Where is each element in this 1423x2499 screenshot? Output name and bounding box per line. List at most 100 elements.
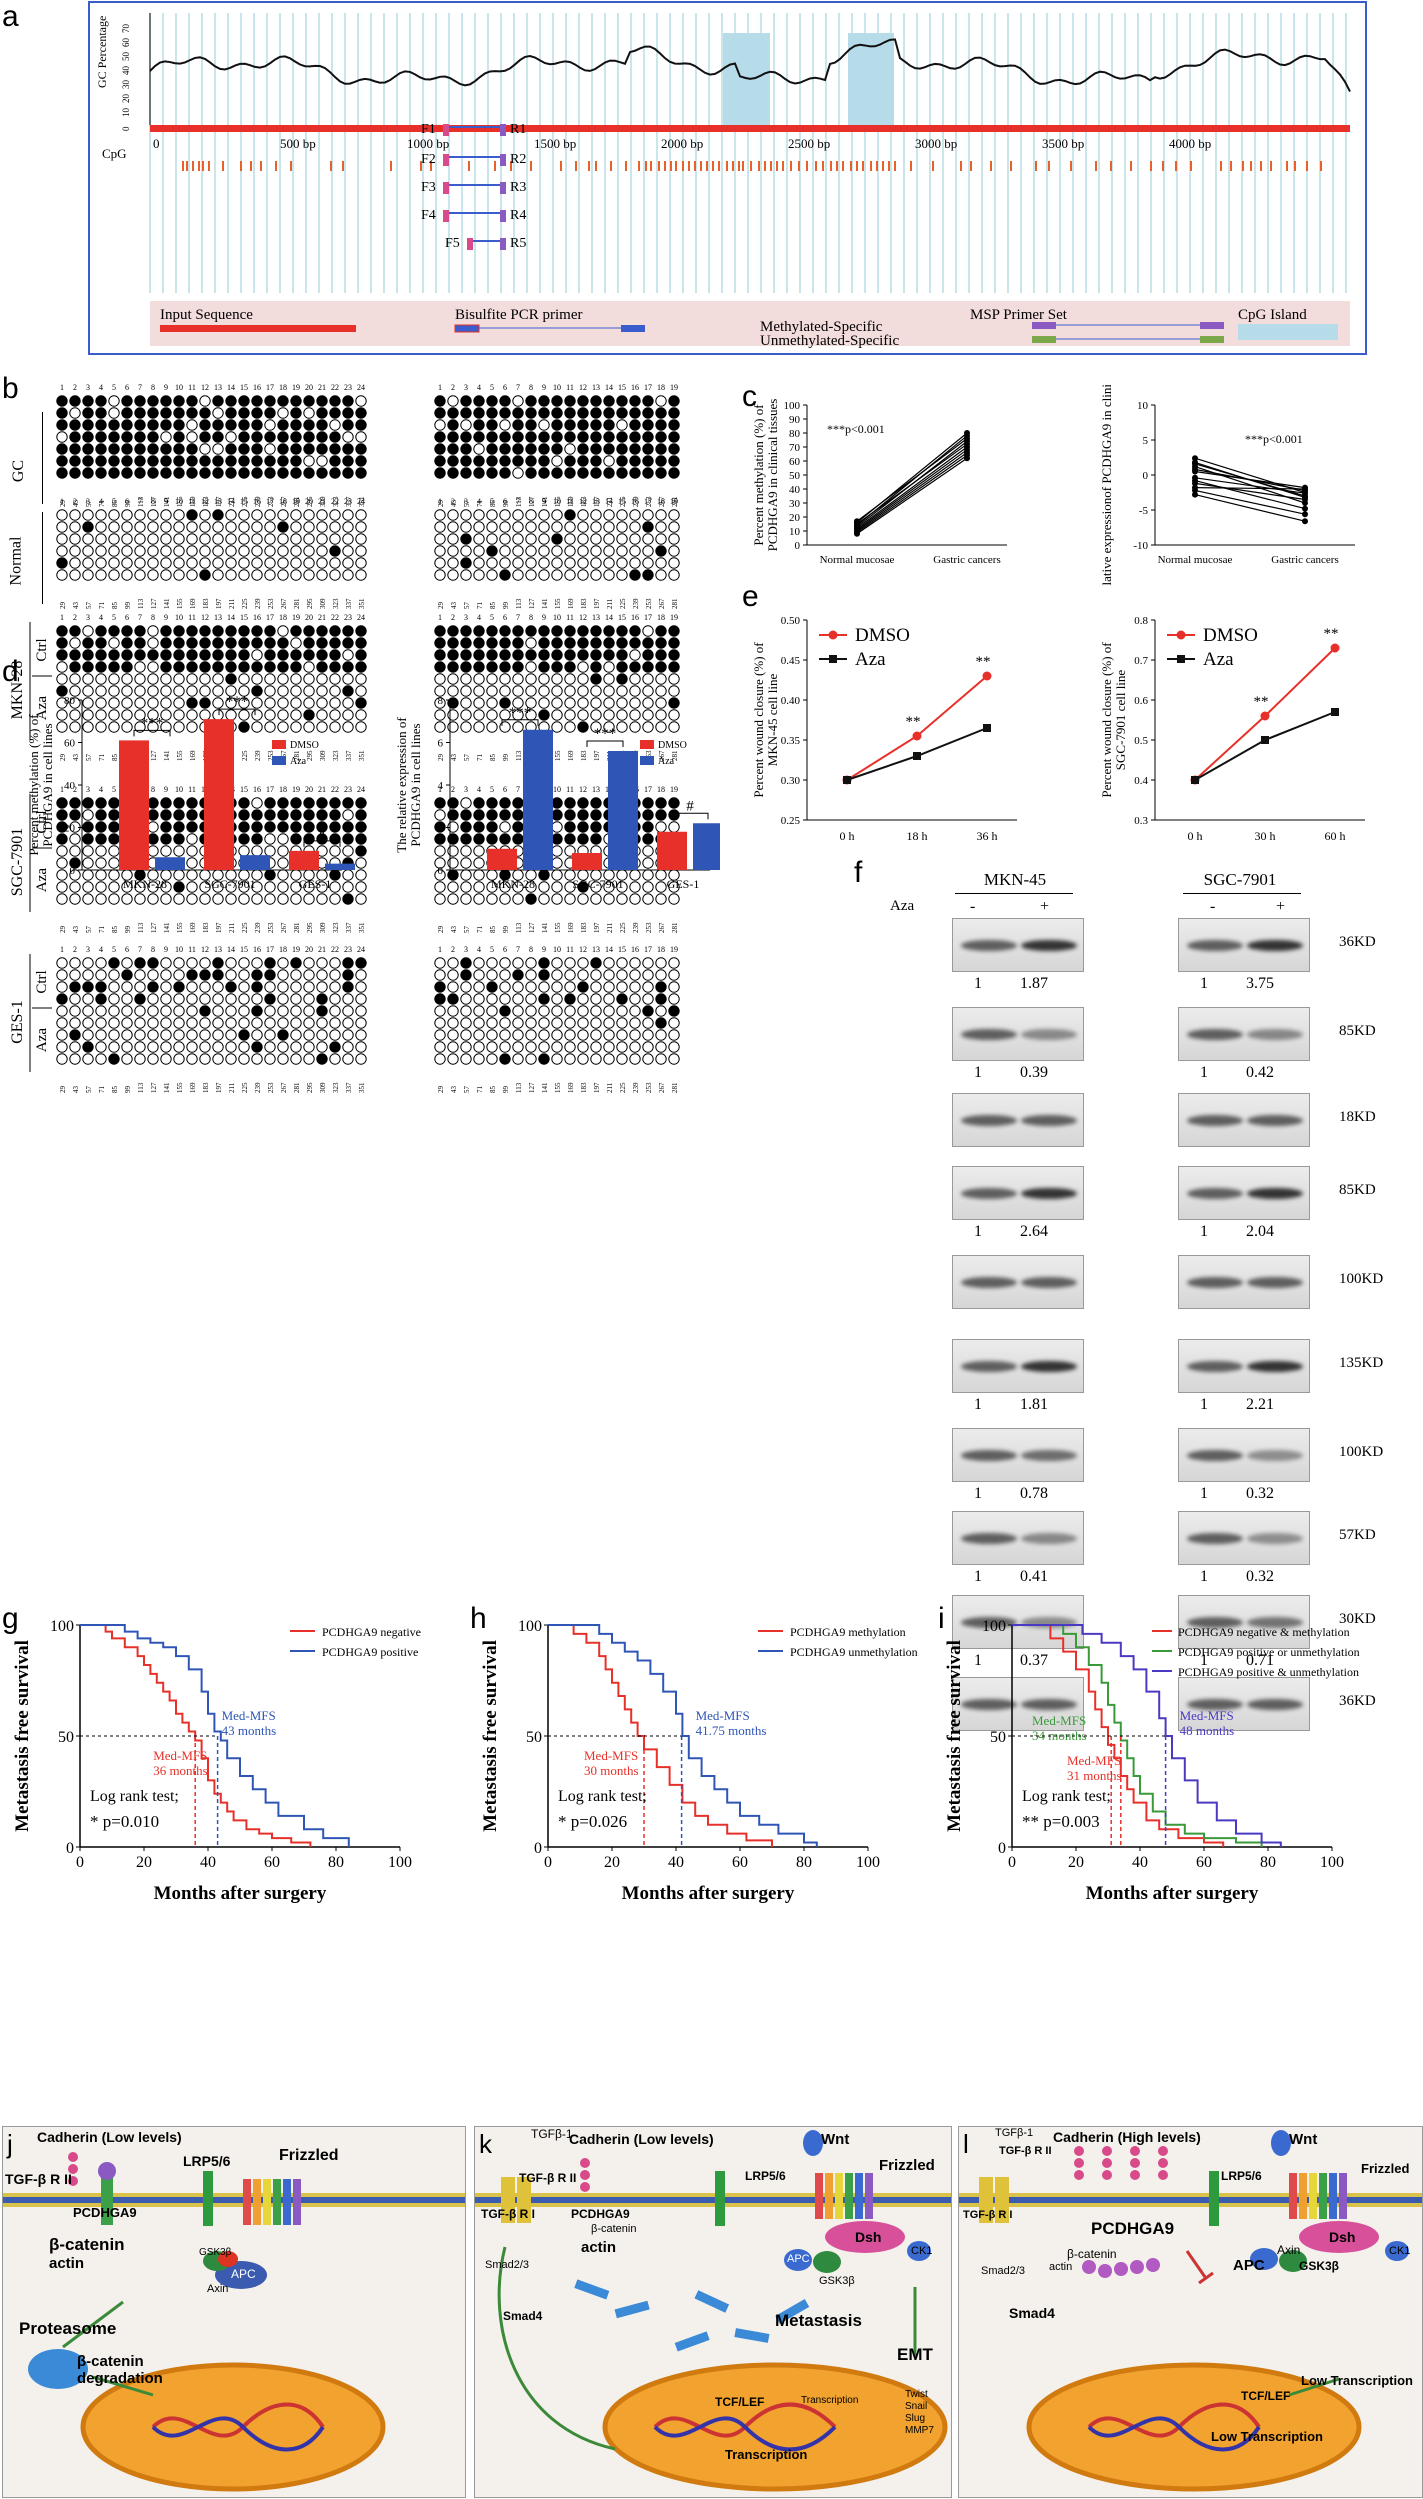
cpg-dot — [147, 443, 159, 455]
cpg-dot — [173, 569, 185, 581]
site-position: 99 — [502, 926, 510, 934]
site-position: 85 — [489, 926, 497, 934]
cpg-dot — [82, 661, 94, 673]
data-point — [964, 430, 970, 436]
data-point — [1302, 493, 1308, 499]
data-point — [1192, 466, 1198, 473]
cpg-dot — [95, 1017, 107, 1029]
cpg-dot — [173, 533, 185, 545]
site-number: 20 — [305, 383, 313, 392]
site-number: 7 — [138, 497, 142, 506]
cpg-dot — [473, 709, 485, 721]
cpg-dot — [186, 395, 198, 407]
site-position: 281 — [671, 598, 679, 609]
blot-band — [952, 1595, 1084, 1649]
site-position: 169 — [189, 1082, 197, 1093]
site-number: 24 — [357, 383, 365, 392]
cpg-dot — [538, 419, 550, 431]
primer-forward-label: F2 — [421, 152, 436, 167]
cpg-dot — [303, 993, 315, 1005]
site-position: 267 — [280, 1082, 288, 1093]
cpg-dot — [160, 673, 172, 685]
cpg-dot — [655, 957, 667, 969]
cpg-dot — [538, 993, 550, 1005]
cpg-dot — [69, 857, 81, 869]
panel-j-diagram: j Cadherin (Low levels) TGF-β R II PCDHG… — [2, 2126, 466, 2498]
y-tick-label: 20 — [789, 512, 801, 524]
cpg-dot — [225, 569, 237, 581]
y-axis-label: Metastasis free survival — [12, 1640, 33, 1832]
cpg-site — [1286, 161, 1288, 171]
site-number: 9 — [164, 383, 168, 392]
cpg-dot — [251, 419, 263, 431]
cpg-dot — [538, 673, 550, 685]
cpg-dot — [460, 521, 472, 533]
k-frizzled: Frizzled — [879, 2157, 935, 2174]
cpg-dot — [199, 697, 211, 709]
cpg-dot — [56, 649, 68, 661]
cpg-dot — [134, 557, 146, 569]
cpg-dot — [121, 1005, 133, 1017]
cpg-dot — [434, 625, 446, 637]
site-position: 239 — [254, 598, 262, 609]
site-number: 2 — [451, 613, 455, 622]
cpg-dot — [82, 545, 94, 557]
cpg-dot — [316, 395, 328, 407]
cpg-dot — [251, 797, 263, 809]
series-line — [1194, 494, 1306, 522]
cpg-dot — [251, 661, 263, 673]
site-position: 85 — [489, 754, 497, 762]
cpg-dot — [303, 697, 315, 709]
cpg-dot — [95, 1005, 107, 1017]
cpg-dot — [355, 625, 367, 637]
cpg-dot — [147, 881, 159, 893]
site-number: 6 — [125, 613, 129, 622]
cpg-dot — [173, 467, 185, 479]
cpg-dot — [603, 661, 615, 673]
cpg-dot — [447, 969, 459, 981]
cpg-dot — [238, 697, 250, 709]
cpg-dot — [173, 685, 185, 697]
cpg-dot — [121, 545, 133, 557]
site-position: 281 — [671, 750, 679, 761]
cpg-dot — [525, 981, 537, 993]
cpg-dot — [186, 509, 198, 521]
cpg-dot — [655, 509, 667, 521]
cpg-dot — [447, 685, 459, 697]
cpg-dot — [342, 637, 354, 649]
y-tick-label: 50 — [121, 52, 131, 62]
cpg-dot — [303, 569, 315, 581]
cpg-dot — [525, 455, 537, 467]
cpg-dot — [69, 697, 81, 709]
k-tgfb: TGF-β R II — [519, 2171, 577, 2185]
cpg-dot — [56, 1005, 68, 1017]
cpg-dot — [277, 833, 289, 845]
cpg-dot — [590, 467, 602, 479]
cpg-dot — [486, 661, 498, 673]
x-tick-label: 60 — [264, 1854, 280, 1871]
cpg-dot — [147, 685, 159, 697]
cpg-dot — [186, 709, 198, 721]
site-number: 17 — [644, 497, 652, 506]
blot-band — [952, 1093, 1084, 1147]
site-number: 15 — [618, 383, 626, 392]
cpg-dot — [434, 533, 446, 545]
median-label: 34 months — [1032, 1728, 1087, 1743]
x-tick-label: 20 — [136, 1854, 152, 1871]
cpg-dot — [251, 957, 263, 969]
cpg-dot — [499, 685, 511, 697]
cpg-dot — [473, 1029, 485, 1041]
cpg-dot — [564, 797, 576, 809]
cpg-dot — [303, 1029, 315, 1041]
cpg-dot — [238, 809, 250, 821]
cpg-dot — [473, 1041, 485, 1053]
cpg-dot — [160, 661, 172, 673]
cpg-dot — [355, 455, 367, 467]
cpg-dot — [173, 407, 185, 419]
cpg-dot — [95, 893, 107, 905]
series-line — [856, 443, 968, 525]
cpg-dot — [512, 1029, 524, 1041]
site-number: 11 — [188, 383, 196, 392]
cpg-dot — [134, 521, 146, 533]
bp-tick-label: 1000 bp — [407, 136, 449, 151]
